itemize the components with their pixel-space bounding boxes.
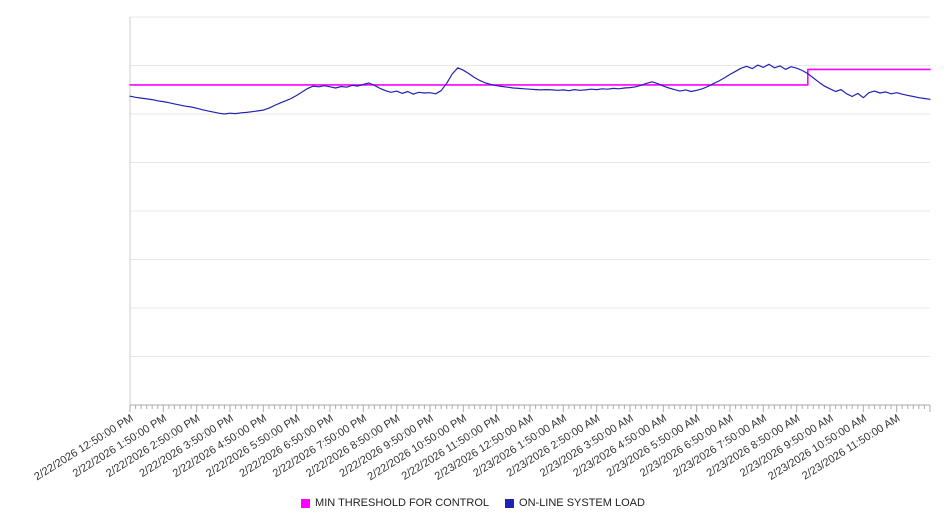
chart-legend: MIN THRESHOLD FOR CONTROL ON-LINE SYSTEM… [0, 497, 946, 509]
legend-label-online-system-load: ON-LINE SYSTEM LOAD [519, 497, 645, 509]
legend-item-min-threshold[interactable]: MIN THRESHOLD FOR CONTROL [301, 497, 489, 509]
legend-item-online-system-load[interactable]: ON-LINE SYSTEM LOAD [505, 497, 645, 509]
line-chart-canvas: 2/22/2026 12:50:00 PM2/22/2026 1:50:00 P… [32, 16, 931, 483]
on-line-system-load-line [129, 63, 931, 115]
legend-swatch-online-system-load [505, 498, 515, 508]
legend-swatch-min-threshold [301, 498, 311, 508]
min-threshold-for-control-line [129, 68, 931, 86]
legend-label-min-threshold: MIN THRESHOLD FOR CONTROL [315, 497, 490, 509]
